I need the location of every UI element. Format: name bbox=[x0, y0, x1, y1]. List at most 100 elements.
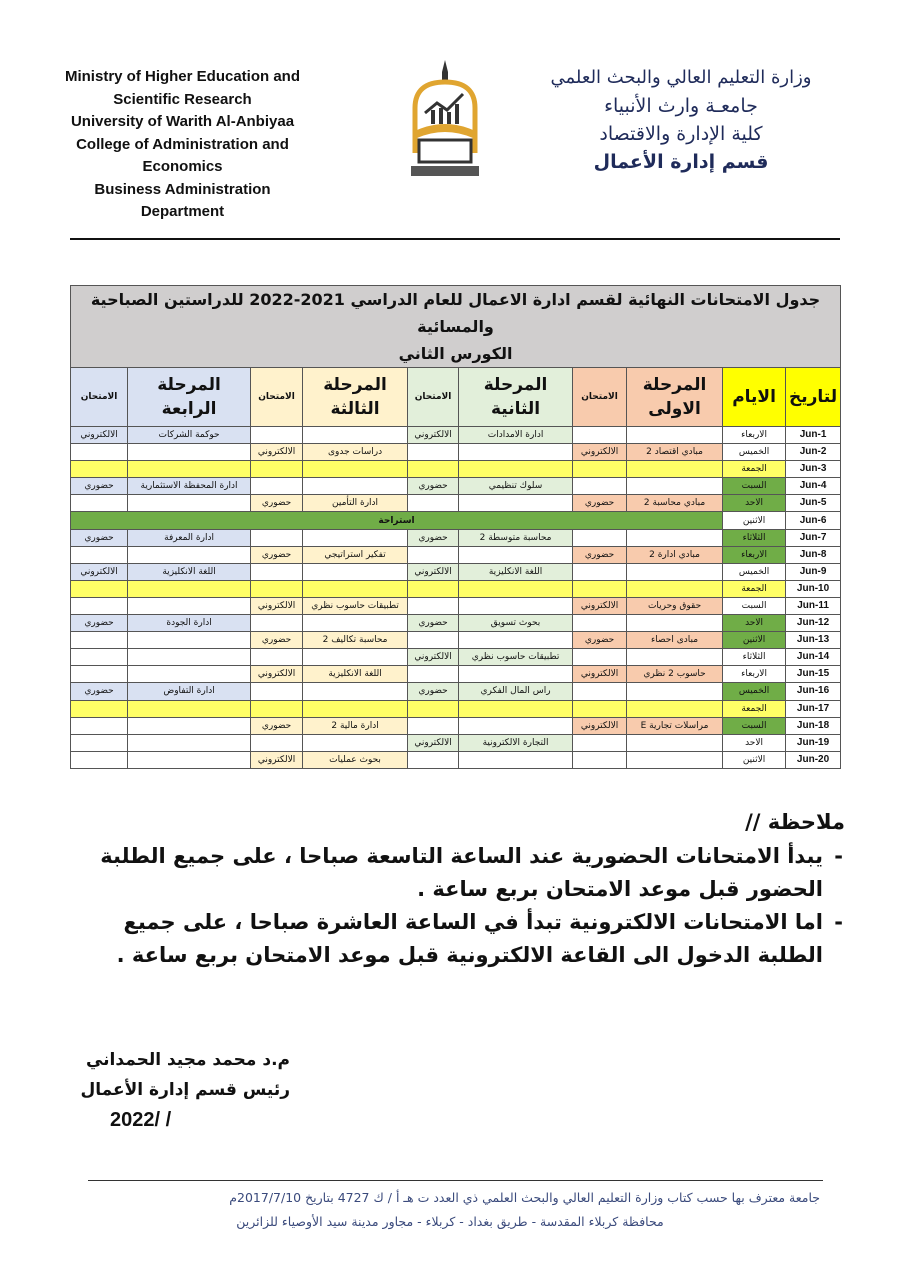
stage1-subject: مبادي محاسبة 2 bbox=[626, 494, 724, 513]
english-line: Scientific Research bbox=[113, 90, 252, 108]
day-cell: الخميس bbox=[722, 682, 787, 701]
date-cell: 6-Jun bbox=[785, 511, 842, 530]
stage2-exam-type bbox=[407, 494, 460, 513]
stage4-exam-type bbox=[69, 665, 129, 684]
stage1-exam-type: حضوري bbox=[572, 631, 628, 650]
stage1-subject bbox=[626, 579, 724, 598]
stage1-subject: مبادي ادارة 2 bbox=[626, 545, 724, 564]
date-cell: 8-Jun bbox=[785, 545, 842, 564]
stage4-subject: ادارة الجودة bbox=[127, 614, 252, 633]
note-item: اما الامتحانات الالكترونية تبدأ في الساع… bbox=[55, 906, 843, 972]
stage4-subject: ادارة المحفظة الاستثمارية bbox=[127, 477, 252, 496]
stage4-subject bbox=[127, 460, 252, 479]
stage2-exam-type bbox=[407, 596, 460, 616]
department-name: قسم إدارة الأعمال bbox=[593, 151, 769, 173]
table-row: 19-Jun الاحد التجارة الالكترونية الالكتروني bbox=[69, 733, 842, 752]
stage2-subject: تطبيقات حاسوب نظري bbox=[458, 648, 574, 667]
table-row: 16-Jun الخميس راس المال الفكري حضوري ادارة ا… bbox=[69, 682, 842, 701]
table-row: 15-Jun الاربعاء حاسوب 2 نظري الالكتروني اللغ… bbox=[69, 665, 842, 684]
day-cell: الاربعاء bbox=[722, 425, 787, 445]
day-cell: الاربعاء bbox=[722, 545, 787, 564]
day-cell: الاحد bbox=[722, 733, 787, 752]
header-row: لتاريخ الايام المرحلة الاولى الامتحان المرحل… bbox=[69, 367, 842, 427]
stage1-exam-type bbox=[572, 425, 628, 445]
stage1-exam-type bbox=[572, 460, 628, 479]
stage3-subject bbox=[302, 562, 409, 581]
day-cell: الاحد bbox=[722, 494, 787, 513]
stage3-subject: تطبيقات حاسوب نظري bbox=[302, 596, 409, 616]
date-cell: 10-Jun bbox=[785, 579, 842, 598]
stage1-subject: مبادي اقتصاد 2 bbox=[626, 443, 724, 462]
table-row: 3-Jun الجمعة bbox=[69, 460, 842, 479]
stage4-exam-type bbox=[69, 460, 129, 479]
date-cell: 15-Jun bbox=[785, 665, 842, 684]
stage1-subject bbox=[626, 528, 724, 547]
title-row: جدول الامتحانات النهائية لقسم ادارة الاع… bbox=[69, 285, 842, 368]
stage2-subject: محاسبة متوسطة 2 bbox=[458, 528, 574, 547]
stage2-exam-type bbox=[407, 716, 460, 735]
stage3-exam-type bbox=[250, 579, 304, 598]
stage1-exam-type: حضوري bbox=[572, 545, 628, 564]
date-cell: 16-Jun bbox=[785, 682, 842, 701]
signatory-name: م.د محمد مجيد الحمداني bbox=[85, 1050, 290, 1070]
stage2-exam-type: الالكتروني bbox=[407, 733, 460, 752]
stage1-exam-type: الالكتروني bbox=[572, 443, 628, 462]
stage4-exam-type: حضوري bbox=[69, 528, 129, 547]
date-cell: 1-Jun bbox=[785, 425, 842, 445]
table-row: 9-Jun الخميس اللغة الانكليزية الالكتروني الل… bbox=[69, 562, 842, 581]
table-row: 20-Jun الاثنين بحوث عمليات الالكتروني bbox=[69, 750, 842, 769]
stage3-exam-type: الالكتروني bbox=[250, 750, 304, 769]
stage1-subject bbox=[626, 648, 724, 667]
stage4-subject bbox=[127, 443, 252, 462]
stage2-exam-type bbox=[407, 665, 460, 684]
date-cell: 11-Jun bbox=[785, 596, 842, 616]
stage1-exam-type bbox=[572, 477, 628, 496]
stage1-subject: حقوق وحريات bbox=[626, 596, 724, 616]
stage1-exam-type bbox=[572, 750, 628, 769]
stage3-subject: محاسبة تكاليف 2 bbox=[302, 631, 409, 650]
stage1-subject: مراسلات تجارية E bbox=[626, 716, 724, 735]
stage2-subject bbox=[458, 460, 574, 479]
day-cell: السبت bbox=[722, 716, 787, 735]
stage3-subject: ادارة مالية 2 bbox=[302, 716, 409, 735]
stage2-exam-type bbox=[407, 750, 460, 769]
footer-divider bbox=[88, 1180, 823, 1181]
stage4-subject bbox=[127, 648, 252, 667]
table-row: 10-Jun الجمعة bbox=[69, 579, 842, 598]
stage4-subject: اللغة الانكليزية bbox=[127, 562, 252, 581]
stage4-exam-type bbox=[69, 579, 129, 598]
day-cell: الاثنين bbox=[722, 750, 787, 769]
english-line: Economics bbox=[142, 158, 223, 175]
signatory-title: رئيس قسم إدارة الأعمال bbox=[80, 1080, 291, 1100]
stage1-exam-type bbox=[572, 682, 628, 701]
header-exam2: الامتحان bbox=[407, 367, 460, 427]
stage4-exam-type: الالكتروني bbox=[69, 425, 129, 445]
stage2-exam-type: حضوري bbox=[407, 682, 460, 701]
english-line: Ministry of Higher Education and bbox=[64, 68, 300, 85]
stage4-exam-type: حضوري bbox=[69, 614, 129, 633]
stage1-exam-type bbox=[572, 648, 628, 667]
stage2-exam-type: الالكتروني bbox=[407, 648, 460, 667]
header-stage4: المرحلة الرابعة bbox=[127, 367, 252, 427]
stage2-exam-type: الالكتروني bbox=[407, 562, 460, 581]
english-line: Department bbox=[140, 203, 225, 220]
header-stage2: المرحلة الثانية bbox=[458, 367, 574, 427]
stage2-subject: سلوك تنظيمي bbox=[458, 477, 574, 496]
stage4-subject: حوكمة الشركات bbox=[127, 425, 252, 445]
stage3-subject bbox=[302, 460, 409, 479]
date-cell: 7-Jun bbox=[785, 528, 842, 547]
stage4-exam-type: حضوري bbox=[69, 682, 129, 701]
day-cell: الخميس bbox=[722, 562, 787, 581]
university-name: جامعـة وارث الأنبياء bbox=[604, 95, 758, 117]
stage4-subject bbox=[127, 579, 252, 598]
stage1-subject bbox=[626, 477, 724, 496]
stage4-exam-type bbox=[69, 648, 129, 667]
date-cell: 5-Jun bbox=[785, 494, 842, 513]
day-cell: الاثنين bbox=[722, 511, 787, 530]
stage4-subject: ادارة المعرفة bbox=[127, 528, 252, 547]
stage3-subject bbox=[302, 682, 409, 701]
stage2-subject: التجارة الالكترونية bbox=[458, 733, 574, 752]
stage4-subject bbox=[127, 716, 252, 735]
day-cell: الثلاثاء bbox=[722, 528, 787, 547]
stage3-subject: ادارة التأمين bbox=[302, 494, 409, 513]
